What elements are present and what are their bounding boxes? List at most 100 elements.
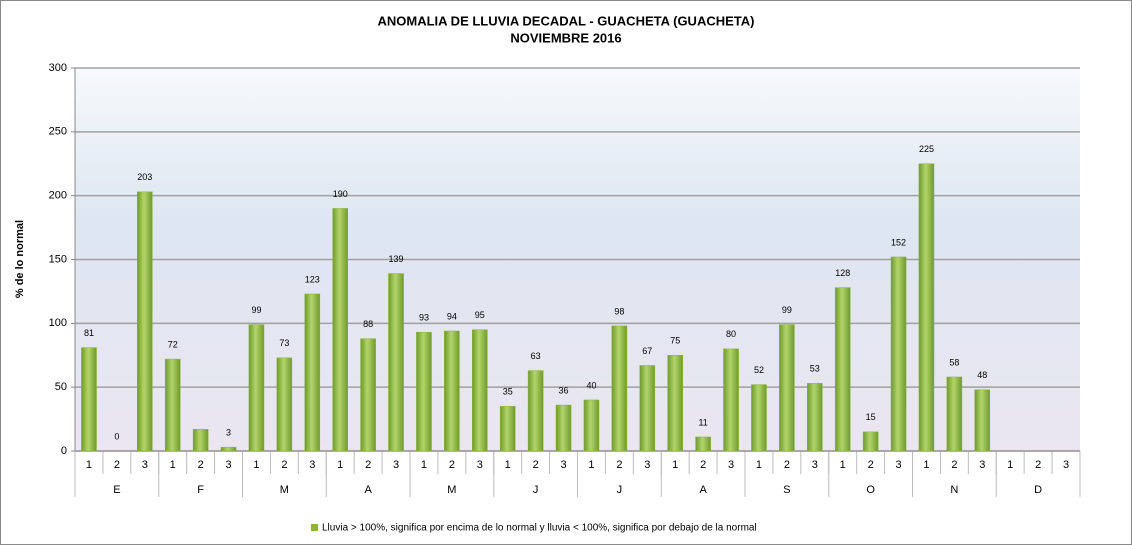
x-tick-label: 2 <box>449 459 455 471</box>
x-tick-label: 2 <box>114 459 120 471</box>
value-label: 15 <box>866 412 876 422</box>
x-tick-label: 3 <box>477 459 483 471</box>
bar <box>946 376 963 452</box>
x-tick-label: 2 <box>198 459 204 471</box>
value-label: 35 <box>503 387 513 397</box>
bar <box>779 324 795 452</box>
x-tick-label: 2 <box>365 459 371 471</box>
value-label: 52 <box>754 365 764 375</box>
value-label: 128 <box>835 268 850 278</box>
chart-subtitle: NOVIEMBRE 2016 <box>510 30 621 45</box>
value-label: 95 <box>475 310 485 320</box>
value-label: 203 <box>137 172 152 182</box>
y-tick-label: 50 <box>55 381 67 393</box>
x-group-label: O <box>866 484 875 496</box>
chart-title: ANOMALIA DE LLUVIA DECADAL - GUACHETA (G… <box>378 13 755 28</box>
bar <box>583 399 600 452</box>
legend-swatch <box>311 524 318 531</box>
bar <box>81 347 97 452</box>
bar <box>248 324 265 452</box>
x-tick-label: 1 <box>672 459 678 471</box>
x-group-label: E <box>113 484 120 496</box>
x-group-label: N <box>950 484 958 496</box>
x-tick-label: 2 <box>868 459 874 471</box>
x-tick-label: 1 <box>170 459 176 471</box>
value-label: 67 <box>642 346 652 356</box>
x-tick-label: 3 <box>1063 459 1069 471</box>
x-tick-label: 1 <box>337 459 343 471</box>
bar <box>834 287 851 452</box>
bar <box>360 338 376 452</box>
value-label: 98 <box>614 306 624 316</box>
x-tick-label: 2 <box>951 459 957 471</box>
value-label: 53 <box>810 364 820 374</box>
bar <box>611 325 628 452</box>
x-group-label: F <box>197 484 204 496</box>
bar <box>974 389 991 452</box>
x-tick-label: 1 <box>505 459 511 471</box>
x-tick-label: 1 <box>588 459 594 471</box>
x-group-label: A <box>364 484 372 496</box>
x-tick-label: 3 <box>142 459 148 471</box>
value-label: 11 <box>698 417 707 427</box>
bar <box>807 383 823 452</box>
x-group-label: M <box>447 484 456 496</box>
bar <box>304 293 321 452</box>
y-tick-label: 100 <box>49 317 67 329</box>
bar <box>332 208 348 452</box>
x-tick-label: 1 <box>86 459 92 471</box>
x-tick-label: 3 <box>812 459 818 471</box>
y-tick-label: 150 <box>49 253 67 265</box>
x-tick-label: 1 <box>756 459 762 471</box>
x-tick-label: 1 <box>923 459 929 471</box>
value-label: 99 <box>251 305 261 315</box>
x-group-label: M <box>280 484 289 496</box>
x-group-label: D <box>1034 484 1042 496</box>
bar <box>416 332 432 452</box>
x-tick-label: 2 <box>616 459 622 471</box>
value-label: 73 <box>279 338 289 348</box>
value-label: 225 <box>919 144 934 154</box>
y-axis-label: % de lo normal <box>14 220 26 298</box>
value-label: 99 <box>782 305 792 315</box>
x-tick-label: 3 <box>979 459 985 471</box>
value-label: 80 <box>726 329 736 339</box>
bar <box>862 431 879 452</box>
x-tick-label: 1 <box>840 459 846 471</box>
value-label: 72 <box>168 339 178 349</box>
value-label: 93 <box>419 313 429 323</box>
bar <box>918 163 935 452</box>
value-label: 63 <box>531 351 541 361</box>
value-label: 94 <box>447 311 457 321</box>
x-tick-label: 3 <box>393 459 399 471</box>
x-tick-label: 1 <box>421 459 427 471</box>
x-tick-label: 1 <box>253 459 259 471</box>
y-tick-label: 300 <box>49 62 67 74</box>
value-label: 152 <box>891 237 906 247</box>
y-tick-label: 0 <box>61 445 67 457</box>
x-group-label: J <box>533 484 539 496</box>
x-tick-label: 3 <box>560 459 566 471</box>
bar <box>499 406 516 452</box>
value-label: 190 <box>333 189 348 199</box>
value-label: 58 <box>949 357 959 367</box>
x-tick-label: 2 <box>700 459 706 471</box>
value-label: 139 <box>389 254 404 264</box>
bar <box>276 357 293 452</box>
value-label: 81 <box>84 328 94 338</box>
x-tick-label: 3 <box>895 459 901 471</box>
bar <box>444 330 460 452</box>
x-group-label: S <box>783 484 790 496</box>
x-tick-label: 2 <box>1035 459 1041 471</box>
x-tick-label: 1 <box>1007 459 1013 471</box>
x-tick-label: 2 <box>533 459 539 471</box>
bar <box>137 191 153 452</box>
x-tick-label: 2 <box>784 459 790 471</box>
value-label: 36 <box>559 385 569 395</box>
bar <box>723 348 739 452</box>
bar <box>667 355 683 452</box>
bar <box>751 384 767 452</box>
x-group-label: A <box>699 484 707 496</box>
x-tick-label: 3 <box>728 459 734 471</box>
